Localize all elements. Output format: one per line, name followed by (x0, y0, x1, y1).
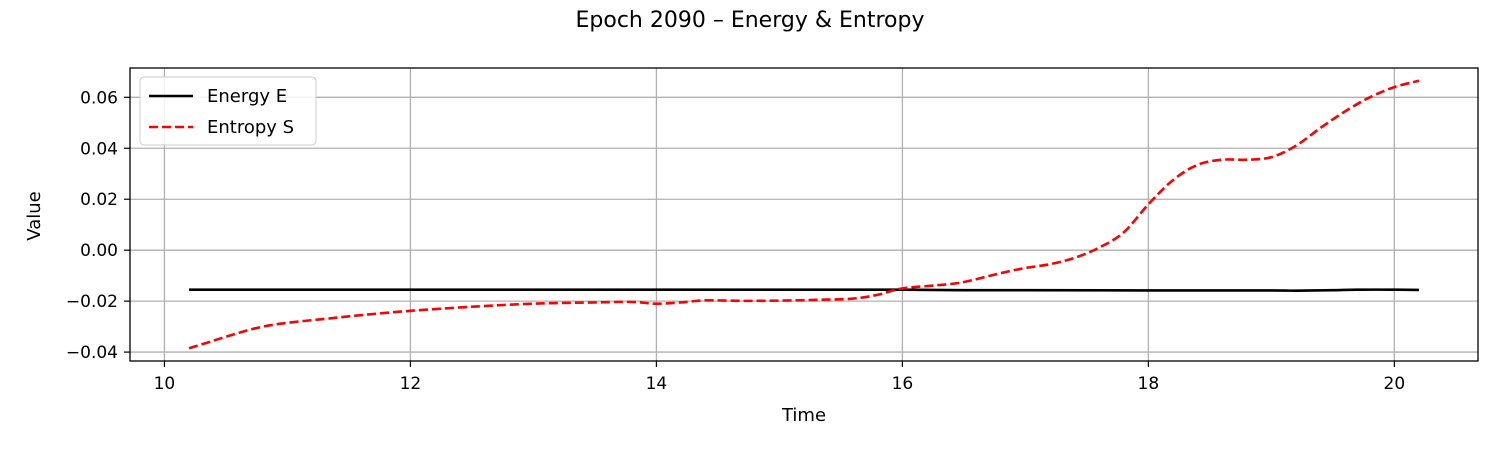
y-tick-label: 0.02 (80, 190, 118, 210)
chart-title: Epoch 2090 – Energy & Entropy (576, 8, 925, 33)
legend: Energy E Entropy S (139, 76, 317, 146)
x-tick-label: 20 (1384, 374, 1406, 394)
legend-label: Entropy S (207, 117, 294, 138)
x-axis-label: Time (781, 405, 826, 426)
plot-frame (129, 67, 1479, 362)
x-tick-label: 16 (892, 374, 914, 394)
y-tick-label: 0.00 (80, 241, 118, 261)
grid (130, 68, 1478, 361)
y-axis-label: Value (24, 191, 45, 240)
series-layer (188, 79, 1420, 350)
x-tick-label: 12 (400, 374, 422, 394)
legend-label: Energy E (207, 86, 287, 107)
x-tick-label: 18 (1138, 374, 1160, 394)
y-tick-label: 0.04 (80, 139, 118, 159)
series-line-energy (189, 288, 1419, 292)
x-tick-label: 10 (154, 374, 176, 394)
y-tick-label: 0.06 (80, 88, 118, 108)
y-tick-label: −0.04 (66, 343, 118, 363)
series-line-entropy (188, 79, 1420, 350)
y-tick-label: −0.02 (66, 292, 118, 312)
ticks: 10 12 14 16 18 20 −0.04 −0.02 0.00 0.02 0.04 0.06 (66, 88, 1405, 394)
x-tick-label: 14 (646, 374, 668, 394)
